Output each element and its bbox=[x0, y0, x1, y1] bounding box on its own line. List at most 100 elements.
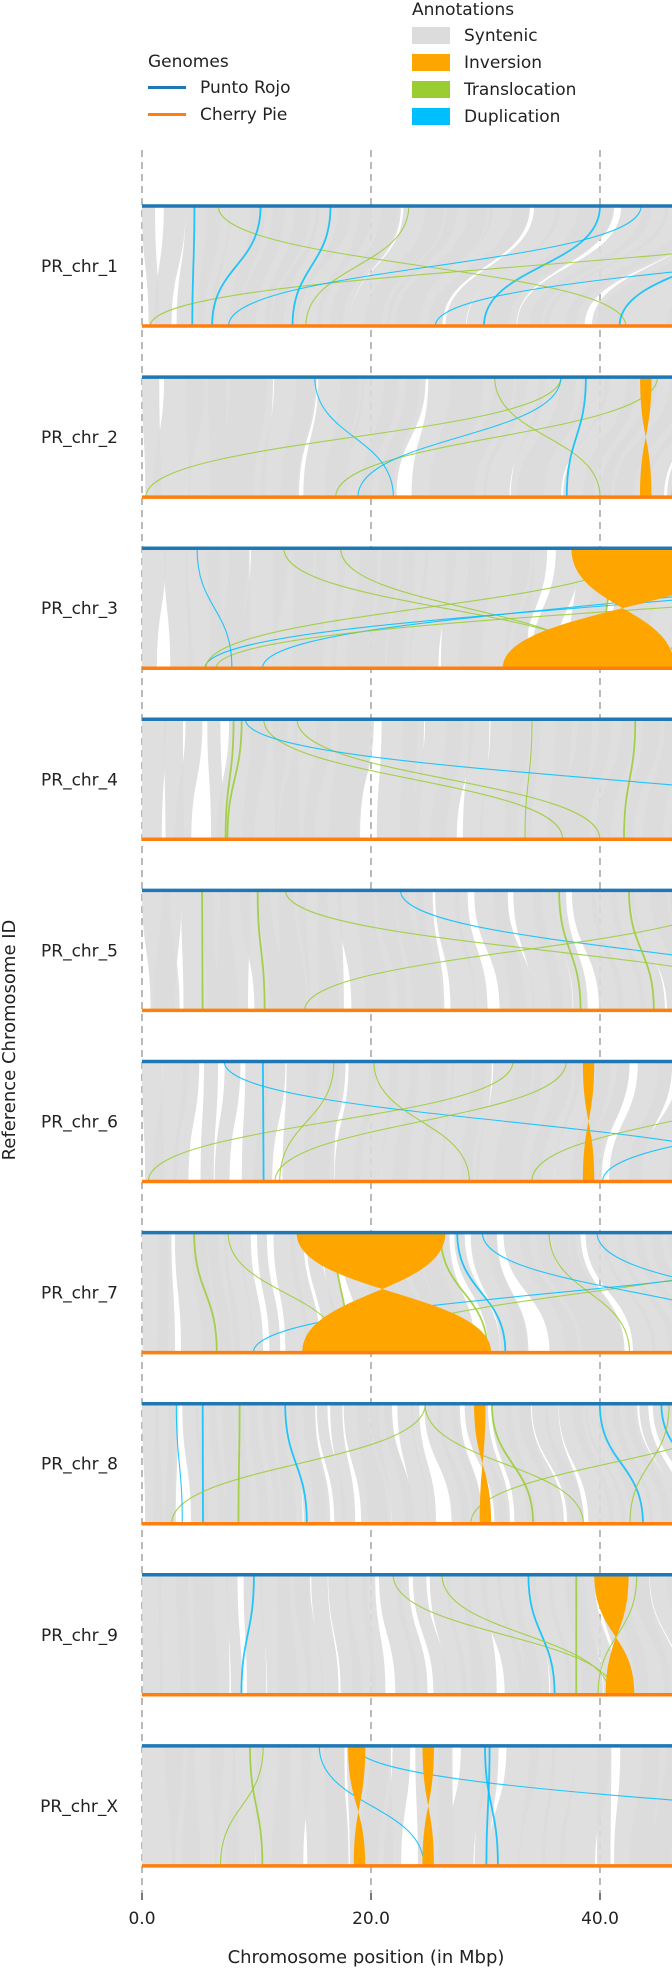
syntenic-ribbon bbox=[157, 1232, 169, 1353]
duplication-link bbox=[204, 599, 672, 669]
chromosome-label: PR_chr_1 bbox=[41, 257, 118, 277]
syntenic-ribbons bbox=[142, 206, 672, 1866]
legend-entry-syntenic: Syntenic bbox=[412, 22, 576, 49]
duplication-link bbox=[252, 1280, 672, 1353]
syntenic-ribbon bbox=[460, 1061, 492, 1182]
chromosome-label: PR_chr_6 bbox=[41, 1113, 118, 1133]
duplication-link bbox=[318, 1745, 425, 1866]
syntenic-ribbon bbox=[474, 1745, 499, 1866]
syntenic-ribbon bbox=[209, 1574, 230, 1695]
duplication-link bbox=[660, 1403, 672, 1444]
translocation-link bbox=[279, 1061, 335, 1182]
translocation-link bbox=[628, 890, 655, 1011]
duplication-link bbox=[598, 1403, 644, 1524]
chromosome-label: PR_chr_4 bbox=[41, 770, 118, 790]
syntenic-ribbon bbox=[207, 1232, 241, 1353]
syntenic-ribbon bbox=[383, 1403, 414, 1524]
translocation-link bbox=[145, 377, 562, 498]
duplication-link bbox=[434, 271, 672, 327]
syntenic-ribbon bbox=[628, 1061, 672, 1182]
syntenic-ribbon bbox=[486, 1232, 527, 1353]
syntenic-ribbon bbox=[625, 1403, 671, 1524]
duplication-link bbox=[284, 1403, 308, 1524]
syntenic-ribbon bbox=[451, 1403, 483, 1524]
legend-entry-cherry-pie: Cherry Pie bbox=[148, 101, 291, 128]
inversion-PR_chr_9-0 bbox=[594, 1574, 635, 1695]
legend-entry-punto-rojo: Punto Rojo bbox=[148, 74, 291, 101]
legend-label: Cherry Pie bbox=[200, 104, 288, 125]
syntenic-ribbon bbox=[669, 890, 672, 916]
duplication-link bbox=[240, 1574, 255, 1695]
legend-label: Punto Rojo bbox=[200, 77, 291, 98]
translocation-link bbox=[548, 1232, 631, 1353]
syntenic-ribbon bbox=[220, 548, 249, 669]
syntenic-ribbon bbox=[571, 890, 624, 1011]
syntenic-ribbon bbox=[483, 377, 546, 498]
syntenic-ribbon bbox=[359, 1745, 390, 1866]
duplication-link bbox=[261, 596, 672, 669]
syntenic-ribbon bbox=[597, 1745, 612, 1866]
syntenic-ribbon bbox=[345, 1574, 376, 1695]
chromosome-label: PR_chr_8 bbox=[41, 1455, 118, 1475]
syntenic-ribbon bbox=[612, 1403, 672, 1524]
chromosome-block-PR_chr_1 bbox=[142, 206, 672, 326]
translocation-link bbox=[490, 1403, 534, 1524]
syntenic-ribbon bbox=[294, 206, 372, 326]
translocation-link bbox=[531, 1120, 672, 1182]
duplication-link bbox=[261, 1061, 265, 1182]
syntenic-ribbon bbox=[214, 1061, 241, 1182]
syntenic-ribbon bbox=[516, 377, 589, 498]
chromosome-block-PR_chr_2 bbox=[142, 377, 672, 498]
chromosome-block-PR_chr_9 bbox=[142, 1574, 672, 1695]
syntenic-ribbon bbox=[563, 377, 639, 498]
syntenic-ribbon bbox=[383, 1745, 411, 1866]
syntenic-ribbon bbox=[488, 1745, 539, 1866]
syntenic-ribbon bbox=[329, 206, 399, 326]
duplication-link bbox=[354, 1745, 672, 1801]
syntenic-ribbon bbox=[545, 1403, 584, 1524]
syntenic-ribbon bbox=[353, 1061, 399, 1182]
syntenic-ribbon bbox=[444, 1745, 491, 1866]
translocation-link bbox=[219, 1745, 264, 1866]
syntenic-ribbon bbox=[496, 206, 615, 326]
syntenic-ribbon bbox=[378, 1574, 419, 1695]
syntenic-ribbon bbox=[182, 1403, 209, 1524]
syntenic-ribbon bbox=[493, 890, 526, 1011]
translocation-link bbox=[147, 1061, 514, 1182]
syntenic-ribbon bbox=[565, 1574, 603, 1695]
syntenic-ribbon bbox=[582, 377, 658, 498]
syntenic-ribbon bbox=[529, 1061, 582, 1182]
syntenic-ribbon bbox=[615, 1574, 671, 1695]
chromosome-label: PR_chr_5 bbox=[41, 941, 118, 961]
syntenic-ribbon bbox=[478, 1403, 511, 1524]
syntenic-ribbon bbox=[518, 1403, 565, 1524]
duplication-link bbox=[481, 1232, 672, 1301]
syntenic-ribbon bbox=[280, 377, 317, 498]
x-axis-label: Chromosome position (in Mbp) bbox=[228, 1947, 505, 1968]
inversion-PR_chr_X-1 bbox=[422, 1745, 434, 1866]
syntenic-swatch bbox=[412, 27, 450, 44]
syntenic-ribbon bbox=[459, 548, 493, 669]
translocation-link bbox=[217, 205, 627, 327]
links-PR_chr_9 bbox=[240, 1574, 638, 1695]
syntenic-ribbon bbox=[294, 1574, 324, 1695]
x-tick-label: 0.0 bbox=[128, 1909, 155, 1929]
syntenic-ribbon bbox=[541, 1745, 576, 1866]
duplication-link bbox=[211, 205, 262, 327]
syntenic-ribbon bbox=[650, 890, 672, 958]
translocation-link bbox=[193, 1232, 218, 1353]
punto-rojo-swatch bbox=[148, 86, 186, 89]
duplication-link bbox=[399, 890, 672, 956]
syntenic-ribbon bbox=[386, 548, 429, 669]
syntenic-ribbon bbox=[316, 1403, 346, 1524]
translocation-link bbox=[558, 890, 582, 1011]
translocation-link bbox=[623, 719, 637, 840]
duplication-link bbox=[191, 205, 196, 327]
syntenic-ribbon bbox=[154, 206, 186, 326]
syntenic-ribbon bbox=[357, 1403, 392, 1524]
inversion-swatch bbox=[412, 54, 450, 71]
syntenic-ribbon bbox=[591, 890, 645, 1011]
inversion-PR_chr_3-0 bbox=[502, 548, 672, 669]
syntenic-ribbon bbox=[669, 1153, 672, 1182]
syntenic-ribbon bbox=[415, 890, 445, 1011]
